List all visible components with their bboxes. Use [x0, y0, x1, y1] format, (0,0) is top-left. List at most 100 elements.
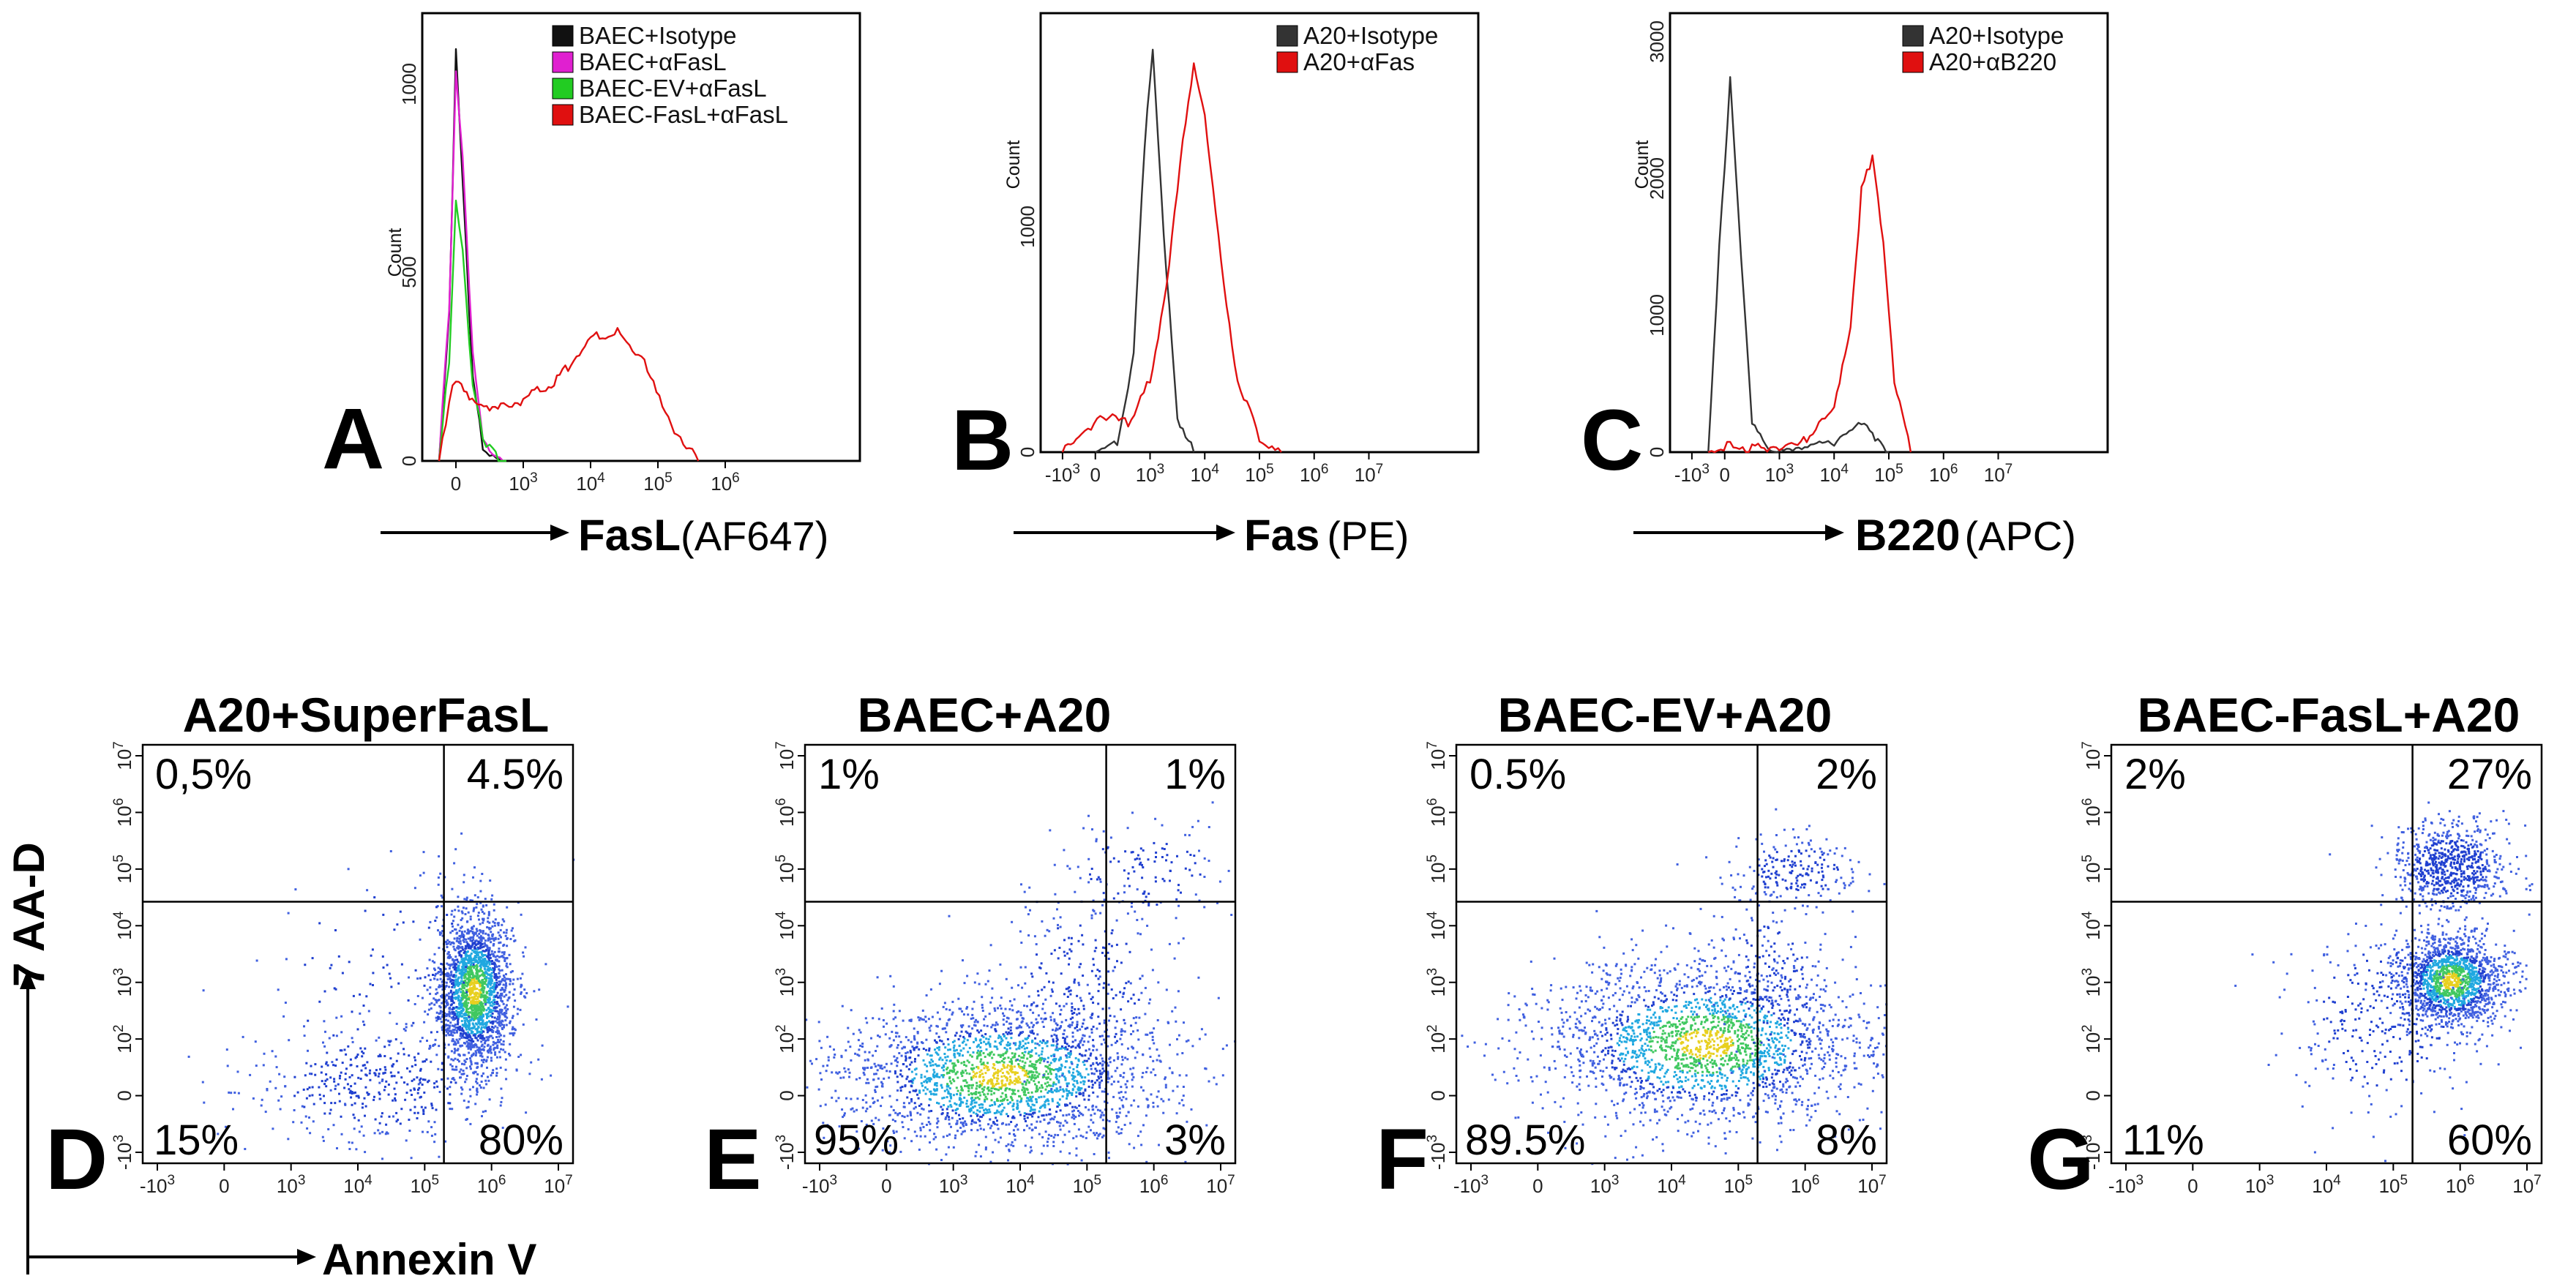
scatter-point: [473, 985, 476, 988]
scatter-point: [467, 1002, 470, 1005]
scatter-point: [465, 1040, 468, 1043]
scatter-point: [448, 1034, 451, 1037]
scatter-point: [992, 1024, 994, 1026]
scatter-point: [508, 996, 511, 999]
scatter-point: [1117, 1092, 1120, 1095]
scatter-point: [894, 1016, 897, 1019]
scatter-point: [478, 1034, 481, 1037]
scatter-point: [1023, 1087, 1026, 1090]
scatter-point: [369, 983, 372, 985]
scatter-point: [388, 972, 391, 975]
scatter-point: [1102, 946, 1104, 949]
scatter-point: [482, 961, 485, 964]
scatter-point: [488, 1010, 490, 1013]
scatter-point: [992, 1131, 995, 1134]
scatter-point: [980, 1042, 983, 1044]
scatter-point: [929, 1090, 932, 1093]
scatter-point: [495, 978, 498, 981]
scatter-point: [483, 912, 486, 915]
scatter-point: [426, 988, 429, 991]
scatter-point: [466, 1037, 469, 1040]
scatter-point: [962, 1117, 965, 1120]
scatter-point: [469, 899, 472, 902]
scatter-point: [372, 972, 375, 975]
scatter-point: [514, 1029, 517, 1032]
scatter-point: [334, 1087, 337, 1090]
scatter-point: [489, 968, 492, 971]
scatter-point: [381, 1078, 384, 1081]
x-ticks: -103 0 103 104 105 106 107: [140, 1163, 573, 1197]
scatter-point: [395, 1081, 398, 1084]
scatter-point: [377, 1075, 380, 1078]
scatter-point: [484, 981, 487, 983]
scatter-point: [473, 1034, 476, 1037]
scatter-point: [959, 1121, 962, 1124]
scatter-point: [959, 1035, 962, 1037]
scatter-point: [940, 1113, 943, 1116]
panel-letter-b: B: [951, 392, 1014, 489]
scatter-point: [1047, 1056, 1049, 1059]
scatter-point: [1074, 1105, 1077, 1108]
scatter-point: [454, 967, 457, 970]
quadrant-upper-left: 0,5%: [155, 751, 252, 798]
scatter-point: [1025, 1022, 1028, 1025]
scatter-point: [1027, 1113, 1030, 1116]
scatter-point: [446, 962, 449, 965]
scatter-point: [997, 1037, 1000, 1040]
scatter-point: [943, 1096, 946, 1099]
scatter-point: [423, 1021, 426, 1024]
scatter-point: [1156, 1059, 1158, 1062]
scatter-point: [474, 988, 477, 991]
scatter-point: [487, 969, 490, 972]
scatter-point: [504, 986, 507, 989]
scatter-point: [1150, 1071, 1153, 1074]
scatter-point: [468, 990, 471, 993]
scatter-point: [994, 1138, 997, 1141]
scatter-point: [1071, 1006, 1074, 1008]
scatter-point: [1082, 1094, 1085, 1097]
scatter-point: [942, 1005, 945, 1008]
scatter-point: [470, 952, 473, 955]
scatter-point: [958, 1114, 960, 1116]
scatter-point: [1025, 1094, 1027, 1097]
arrow-head-icon: [1825, 525, 1844, 541]
scatter-point: [1083, 1059, 1086, 1062]
scatter-point: [449, 1029, 452, 1032]
scatter-point: [941, 1097, 944, 1100]
scatter-point: [476, 1017, 479, 1019]
scatter-point: [486, 972, 489, 975]
scatter-point: [955, 1122, 958, 1125]
scatter-point: [1025, 1100, 1028, 1103]
scatter-point: [482, 904, 484, 907]
scatter-point: [505, 1024, 508, 1026]
scatter-point: [471, 949, 474, 952]
scatter-point: [1123, 891, 1126, 894]
scatter-point: [508, 1052, 510, 1055]
scatter-point: [958, 1098, 961, 1101]
series-line-3: [438, 199, 506, 462]
scatter-point: [503, 959, 506, 962]
scatter-point: [1180, 1126, 1182, 1129]
scatter-point: [468, 978, 471, 981]
scatter-point: [1055, 1048, 1057, 1051]
scatter-point: [453, 947, 456, 950]
scatter-point: [464, 981, 467, 984]
scatter-point: [482, 1048, 485, 1051]
scatter-point: [1066, 996, 1069, 998]
scatter-point: [457, 1019, 460, 1022]
scatter-point: [1087, 1085, 1090, 1088]
scatter-point: [1097, 990, 1100, 993]
scatter-point: [964, 1084, 966, 1087]
scatter-point: [473, 984, 476, 987]
scatter-point: [450, 1032, 453, 1035]
scatter-point: [478, 1011, 481, 1014]
scatter-point: [1016, 1128, 1019, 1131]
scatter-point: [474, 1006, 477, 1009]
scatter-point: [454, 1013, 457, 1016]
scatter-point: [1090, 1028, 1093, 1031]
scatter-point: [480, 988, 483, 991]
scatter-point: [433, 1082, 436, 1085]
scatter-point: [948, 1122, 951, 1125]
scatter-point: [1055, 1088, 1058, 1091]
scatter-point: [956, 1076, 959, 1079]
